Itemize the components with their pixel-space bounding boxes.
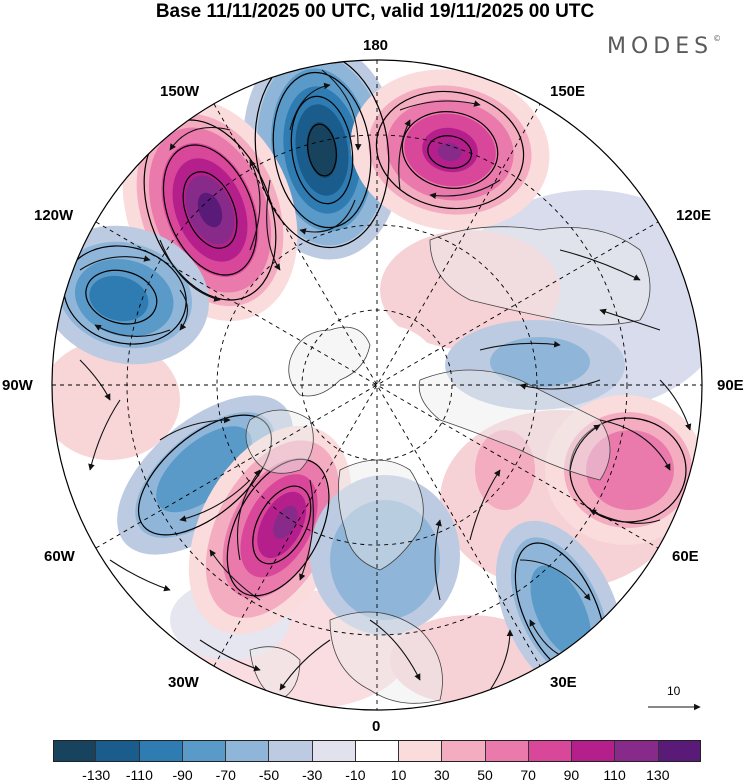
lon-label-120e: 120E (676, 207, 712, 224)
colorbar-tick-label: -90 (172, 767, 193, 783)
brand-name: MODES (607, 34, 714, 59)
lon-label-90e: 90E (717, 377, 744, 394)
contour-lines (63, 60, 687, 678)
colorbar-swatch (615, 740, 659, 762)
lon-label-180: 180 (363, 37, 389, 54)
colorbar-tick-label: -130 (82, 767, 111, 783)
lon-label-150e: 150E (550, 83, 586, 100)
colorbar-swatch (528, 740, 573, 762)
colorbar-swatch (139, 740, 183, 762)
brand-logo: MODES© (607, 34, 721, 59)
colorbar-swatch (442, 740, 486, 762)
lon-label-0: 0 (372, 718, 381, 735)
colorbar-tick-label: 90 (563, 767, 580, 783)
colorbar (53, 740, 701, 762)
colorbar-swatch (226, 740, 270, 762)
colorbar-tick-label: 110 (603, 767, 626, 783)
anomaly-center-neg-90e (445, 320, 625, 410)
colorbar-swatch (355, 740, 400, 762)
colorbar-swatch (485, 740, 529, 762)
reference-vector-label: 10 (667, 684, 681, 698)
colorbar-swatch (53, 740, 97, 762)
colorbar-swatch (658, 740, 701, 762)
graticule (52, 60, 702, 710)
colorbar-tick-label: -30 (302, 767, 323, 783)
colorbar-tick-label: 30 (434, 767, 450, 783)
lon-label-120w: 120W (34, 207, 74, 224)
anomaly-center-neg-0 (310, 475, 460, 635)
anomaly-center-pos-45w (188, 425, 352, 635)
anomaly-center (380, 230, 560, 350)
colorbar-tick-label: 10 (390, 767, 407, 783)
lon-label-150w: 150W (160, 83, 200, 100)
colorbar-tick-label: -110 (125, 767, 153, 783)
anomaly-center-neg-60w (117, 395, 293, 555)
colorbar-tick-label: -10 (345, 767, 366, 783)
lon-label-60w: 60W (44, 548, 75, 565)
colorbar-tick-label: 130 (646, 767, 670, 783)
colorbar-swatch (182, 740, 227, 762)
colorbar-swatch (269, 740, 313, 762)
colorbar-swatch (572, 740, 616, 762)
brand-mark: © (713, 33, 722, 43)
anomaly-center-pos-150w (122, 99, 298, 321)
chart-title: Base 11/11/2025 00 UTC, valid 19/11/2025… (155, 1, 595, 22)
lon-label-30e: 30E (550, 674, 577, 691)
lon-label-60e: 60E (672, 548, 699, 565)
map-boundary (51, 59, 703, 711)
lon-label-90w: 90W (2, 377, 33, 394)
colorbar-tick-label: -50 (258, 767, 280, 783)
anomaly-center-neg-120w (52, 225, 209, 365)
anomaly-field (52, 60, 702, 710)
anomaly-center-pos-75e (475, 395, 702, 545)
lon-label-30w: 30W (168, 674, 199, 691)
colorbar-tick-label: 50 (477, 767, 493, 783)
colorbar-swatch (312, 740, 356, 762)
colorbar-tick-label: -70 (215, 767, 236, 783)
colorbar-tick-label: 70 (520, 767, 536, 783)
colorbar-swatch (96, 740, 140, 762)
colorbar-swatch (399, 740, 443, 762)
land-outlines (245, 226, 651, 704)
